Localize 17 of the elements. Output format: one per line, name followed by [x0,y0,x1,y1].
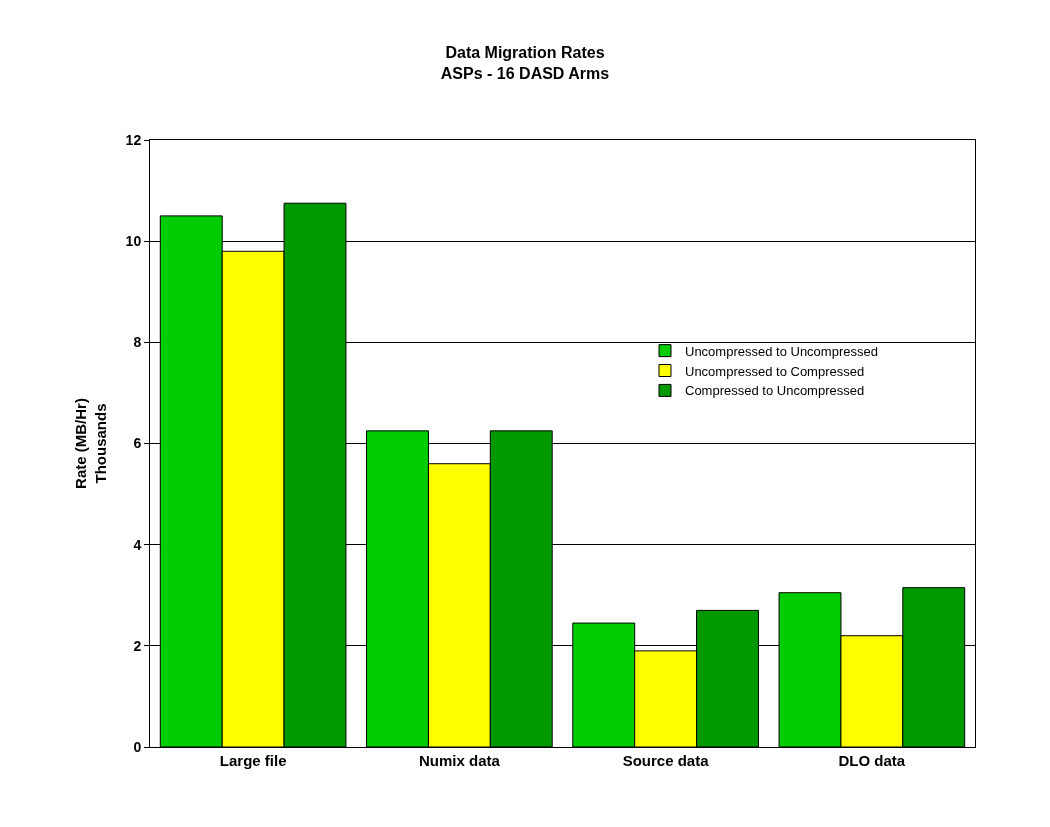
x-tick-label: Numix data [418,752,501,769]
y-tick-label: 8 [133,334,142,351]
chart-subtitle: ASPs - 16 DASD Arms [440,64,610,82]
y-tick-label: 4 [133,536,142,553]
y-tick-label: 0 [133,738,142,755]
x-tick-label: Large file [219,752,287,769]
y-tick-label: 2 [133,637,142,654]
y-tick-label: 6 [133,435,142,452]
legend-label: Uncompressed to Uncompressed [685,343,878,359]
y-tick-label: 12 [125,131,142,148]
x-tick-label: DLO data [838,752,906,769]
chart-title: Data Migration Rates [445,43,605,61]
legend-label: Uncompressed to Compressed [685,363,865,379]
y-tick-label: 10 [125,233,142,250]
y-axis-title: Rate (MB/Hr) Thousands [72,398,109,489]
legend-label: Compressed to Uncompressed [685,383,865,399]
x-tick-label: Source data [622,752,710,769]
